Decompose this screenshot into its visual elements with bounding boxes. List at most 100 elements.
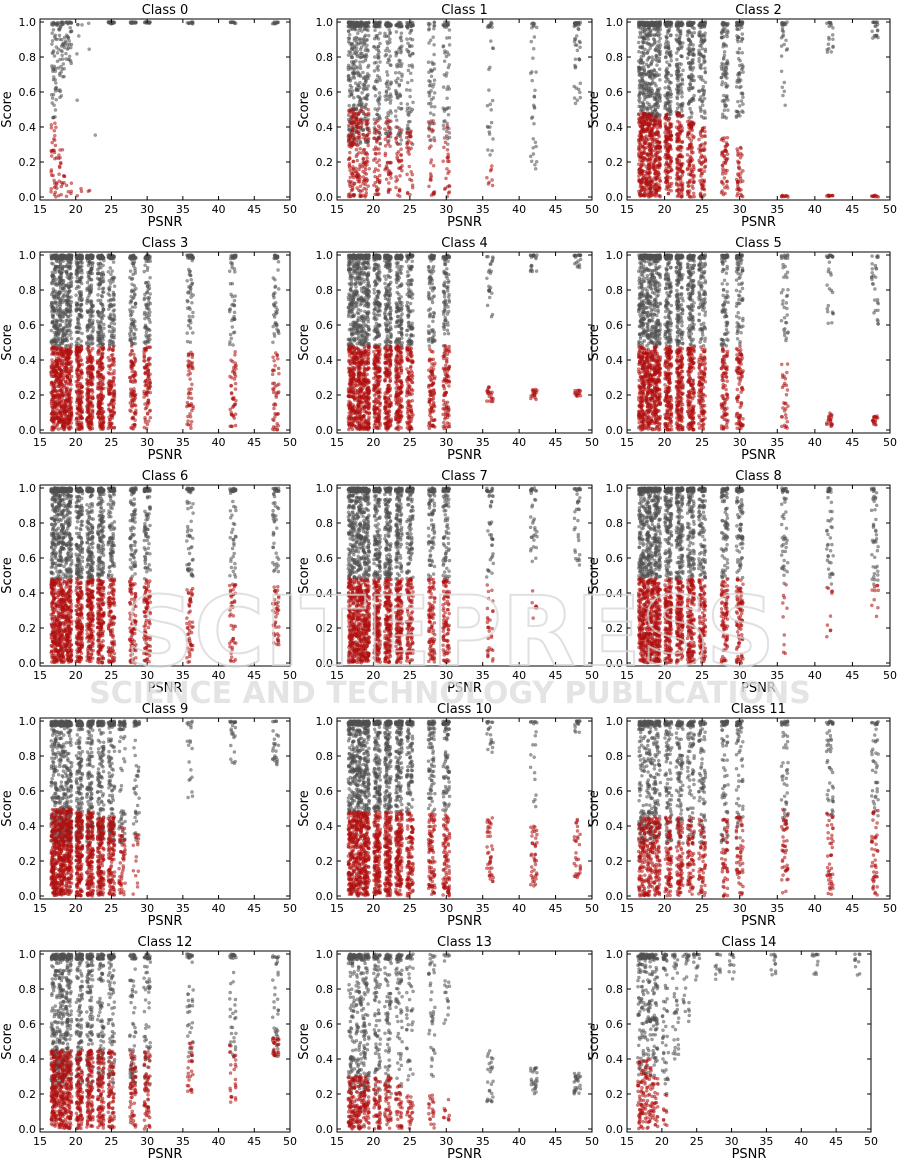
- data-point: [400, 74, 404, 79]
- data-point: [49, 186, 54, 191]
- data-point: [376, 100, 381, 104]
- data-point: [388, 31, 392, 36]
- data-point: [76, 279, 81, 284]
- data-point: [385, 73, 390, 77]
- data-point: [721, 166, 725, 171]
- data-point: [647, 81, 651, 86]
- data-point: [721, 29, 725, 34]
- data-point: [431, 96, 436, 100]
- data-point: [736, 99, 740, 104]
- data-point: [431, 163, 436, 168]
- data-point: [664, 178, 669, 183]
- data-point: [824, 21, 829, 26]
- data-point: [826, 42, 831, 47]
- data-point: [361, 132, 365, 137]
- data-point: [429, 104, 434, 109]
- x-tick-label: 20: [366, 203, 380, 216]
- data-point: [74, 293, 78, 298]
- data-point: [356, 112, 361, 116]
- data-point: [395, 151, 399, 156]
- data-point: [690, 34, 695, 39]
- data-point: [50, 38, 55, 43]
- data-point: [347, 32, 352, 37]
- data-point: [365, 152, 370, 157]
- data-point: [689, 156, 694, 160]
- data-point: [346, 76, 351, 81]
- data-point: [639, 71, 644, 76]
- data-point: [488, 39, 493, 43]
- data-point: [531, 145, 536, 150]
- data-point: [372, 44, 377, 49]
- data-point: [64, 318, 69, 323]
- data-point: [490, 183, 495, 188]
- data-point: [689, 31, 694, 35]
- data-point: [658, 179, 662, 183]
- data-point: [655, 63, 659, 67]
- data-point: [349, 188, 354, 193]
- data-point: [358, 141, 363, 145]
- data-point: [77, 298, 82, 303]
- data-point: [720, 179, 724, 184]
- data-point: [688, 160, 692, 164]
- data-point: [700, 126, 705, 131]
- data-point: [689, 78, 693, 83]
- data-point: [432, 104, 437, 109]
- data-point: [405, 24, 410, 29]
- data-point: [675, 96, 680, 101]
- data-point: [60, 286, 65, 291]
- data-point: [675, 102, 680, 106]
- data-point: [68, 25, 73, 30]
- data-point: [685, 29, 690, 34]
- data-point: [442, 119, 446, 124]
- data-point: [720, 99, 725, 103]
- data-point: [362, 147, 367, 152]
- data-point: [406, 145, 411, 150]
- data-point: [738, 145, 743, 150]
- data-point: [530, 115, 535, 119]
- data-point: [428, 138, 432, 143]
- x-tick-label: 15: [33, 203, 47, 216]
- data-point: [674, 33, 679, 38]
- data-point: [737, 51, 741, 55]
- data-point: [91, 318, 95, 323]
- data-point: [532, 121, 536, 126]
- data-point: [386, 57, 391, 62]
- data-point: [64, 298, 69, 303]
- data-point: [640, 78, 645, 83]
- data-point: [720, 115, 725, 120]
- data-point: [675, 156, 679, 161]
- data-point: [637, 68, 641, 73]
- data-point: [85, 288, 89, 292]
- data-point: [399, 128, 404, 132]
- data-point: [60, 147, 65, 152]
- data-point: [86, 21, 91, 26]
- data-point: [347, 161, 352, 166]
- data-point: [702, 37, 707, 42]
- data-point: [404, 135, 409, 140]
- data-point: [681, 41, 685, 45]
- data-point: [383, 137, 388, 142]
- data-point: [74, 271, 78, 276]
- data-point: [648, 133, 652, 138]
- x-tick-label: 20: [658, 203, 672, 216]
- data-point: [354, 140, 359, 144]
- data-point: [669, 73, 674, 78]
- data-point: [652, 193, 657, 197]
- data-point: [677, 191, 681, 196]
- data-point: [385, 166, 390, 171]
- data-point: [638, 26, 643, 30]
- data-point: [399, 153, 403, 157]
- data-point: [444, 176, 448, 181]
- data-point: [373, 121, 377, 126]
- data-point: [272, 21, 277, 25]
- data-point: [677, 39, 682, 44]
- data-point: [665, 101, 670, 105]
- data-point: [354, 50, 358, 55]
- data-point: [677, 153, 682, 157]
- data-point: [355, 31, 360, 36]
- data-point: [741, 168, 745, 173]
- data-point: [573, 101, 578, 106]
- data-point: [354, 24, 359, 29]
- data-point: [674, 139, 679, 144]
- data-point: [62, 292, 66, 297]
